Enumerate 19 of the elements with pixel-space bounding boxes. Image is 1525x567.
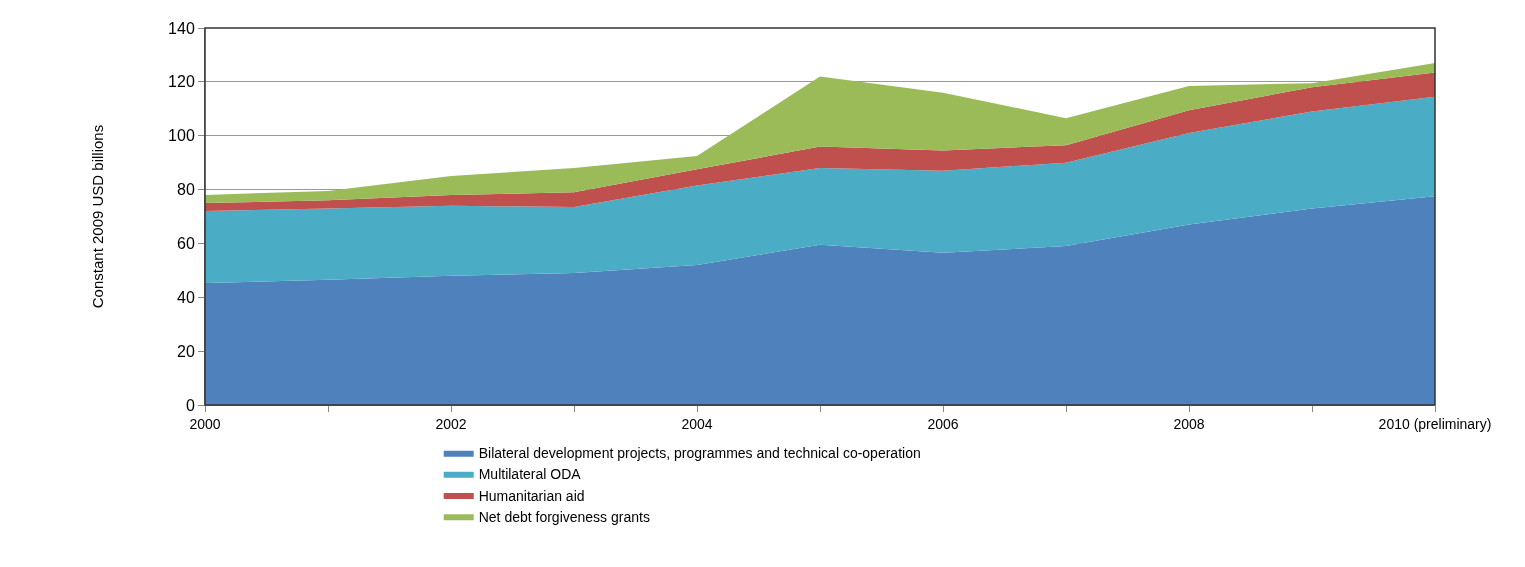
legend-label: Humanitarian aid bbox=[478, 487, 585, 504]
x-tick-label: 2002 bbox=[435, 415, 467, 432]
y-tick-label: 120 bbox=[168, 73, 195, 91]
x-tick-label: 2008 bbox=[1173, 415, 1205, 432]
x-tick-label: 2010 (preliminary) bbox=[1378, 415, 1492, 432]
y-tick-label: 80 bbox=[177, 181, 195, 199]
x-tick-label: 2004 bbox=[681, 415, 713, 432]
x-tick-label: 2006 bbox=[927, 415, 959, 432]
y-tick-label: 60 bbox=[177, 235, 195, 253]
legend-label: Multilateral ODA bbox=[478, 466, 582, 483]
y-tick-label: 100 bbox=[168, 127, 195, 145]
legend-label: Bilateral development projects, programmes and technical co-operation bbox=[478, 445, 921, 462]
y-tick-label: 0 bbox=[185, 396, 195, 414]
x-tick-label: 2000 bbox=[189, 415, 221, 432]
y-tick-label: 40 bbox=[177, 288, 195, 306]
y-axis-title: Constant 2009 USD billions bbox=[89, 124, 107, 309]
y-tick-label: 20 bbox=[177, 342, 195, 360]
legend-label: Net debt forgiveness grants bbox=[478, 508, 650, 525]
y-tick-label: 140 bbox=[168, 19, 195, 37]
